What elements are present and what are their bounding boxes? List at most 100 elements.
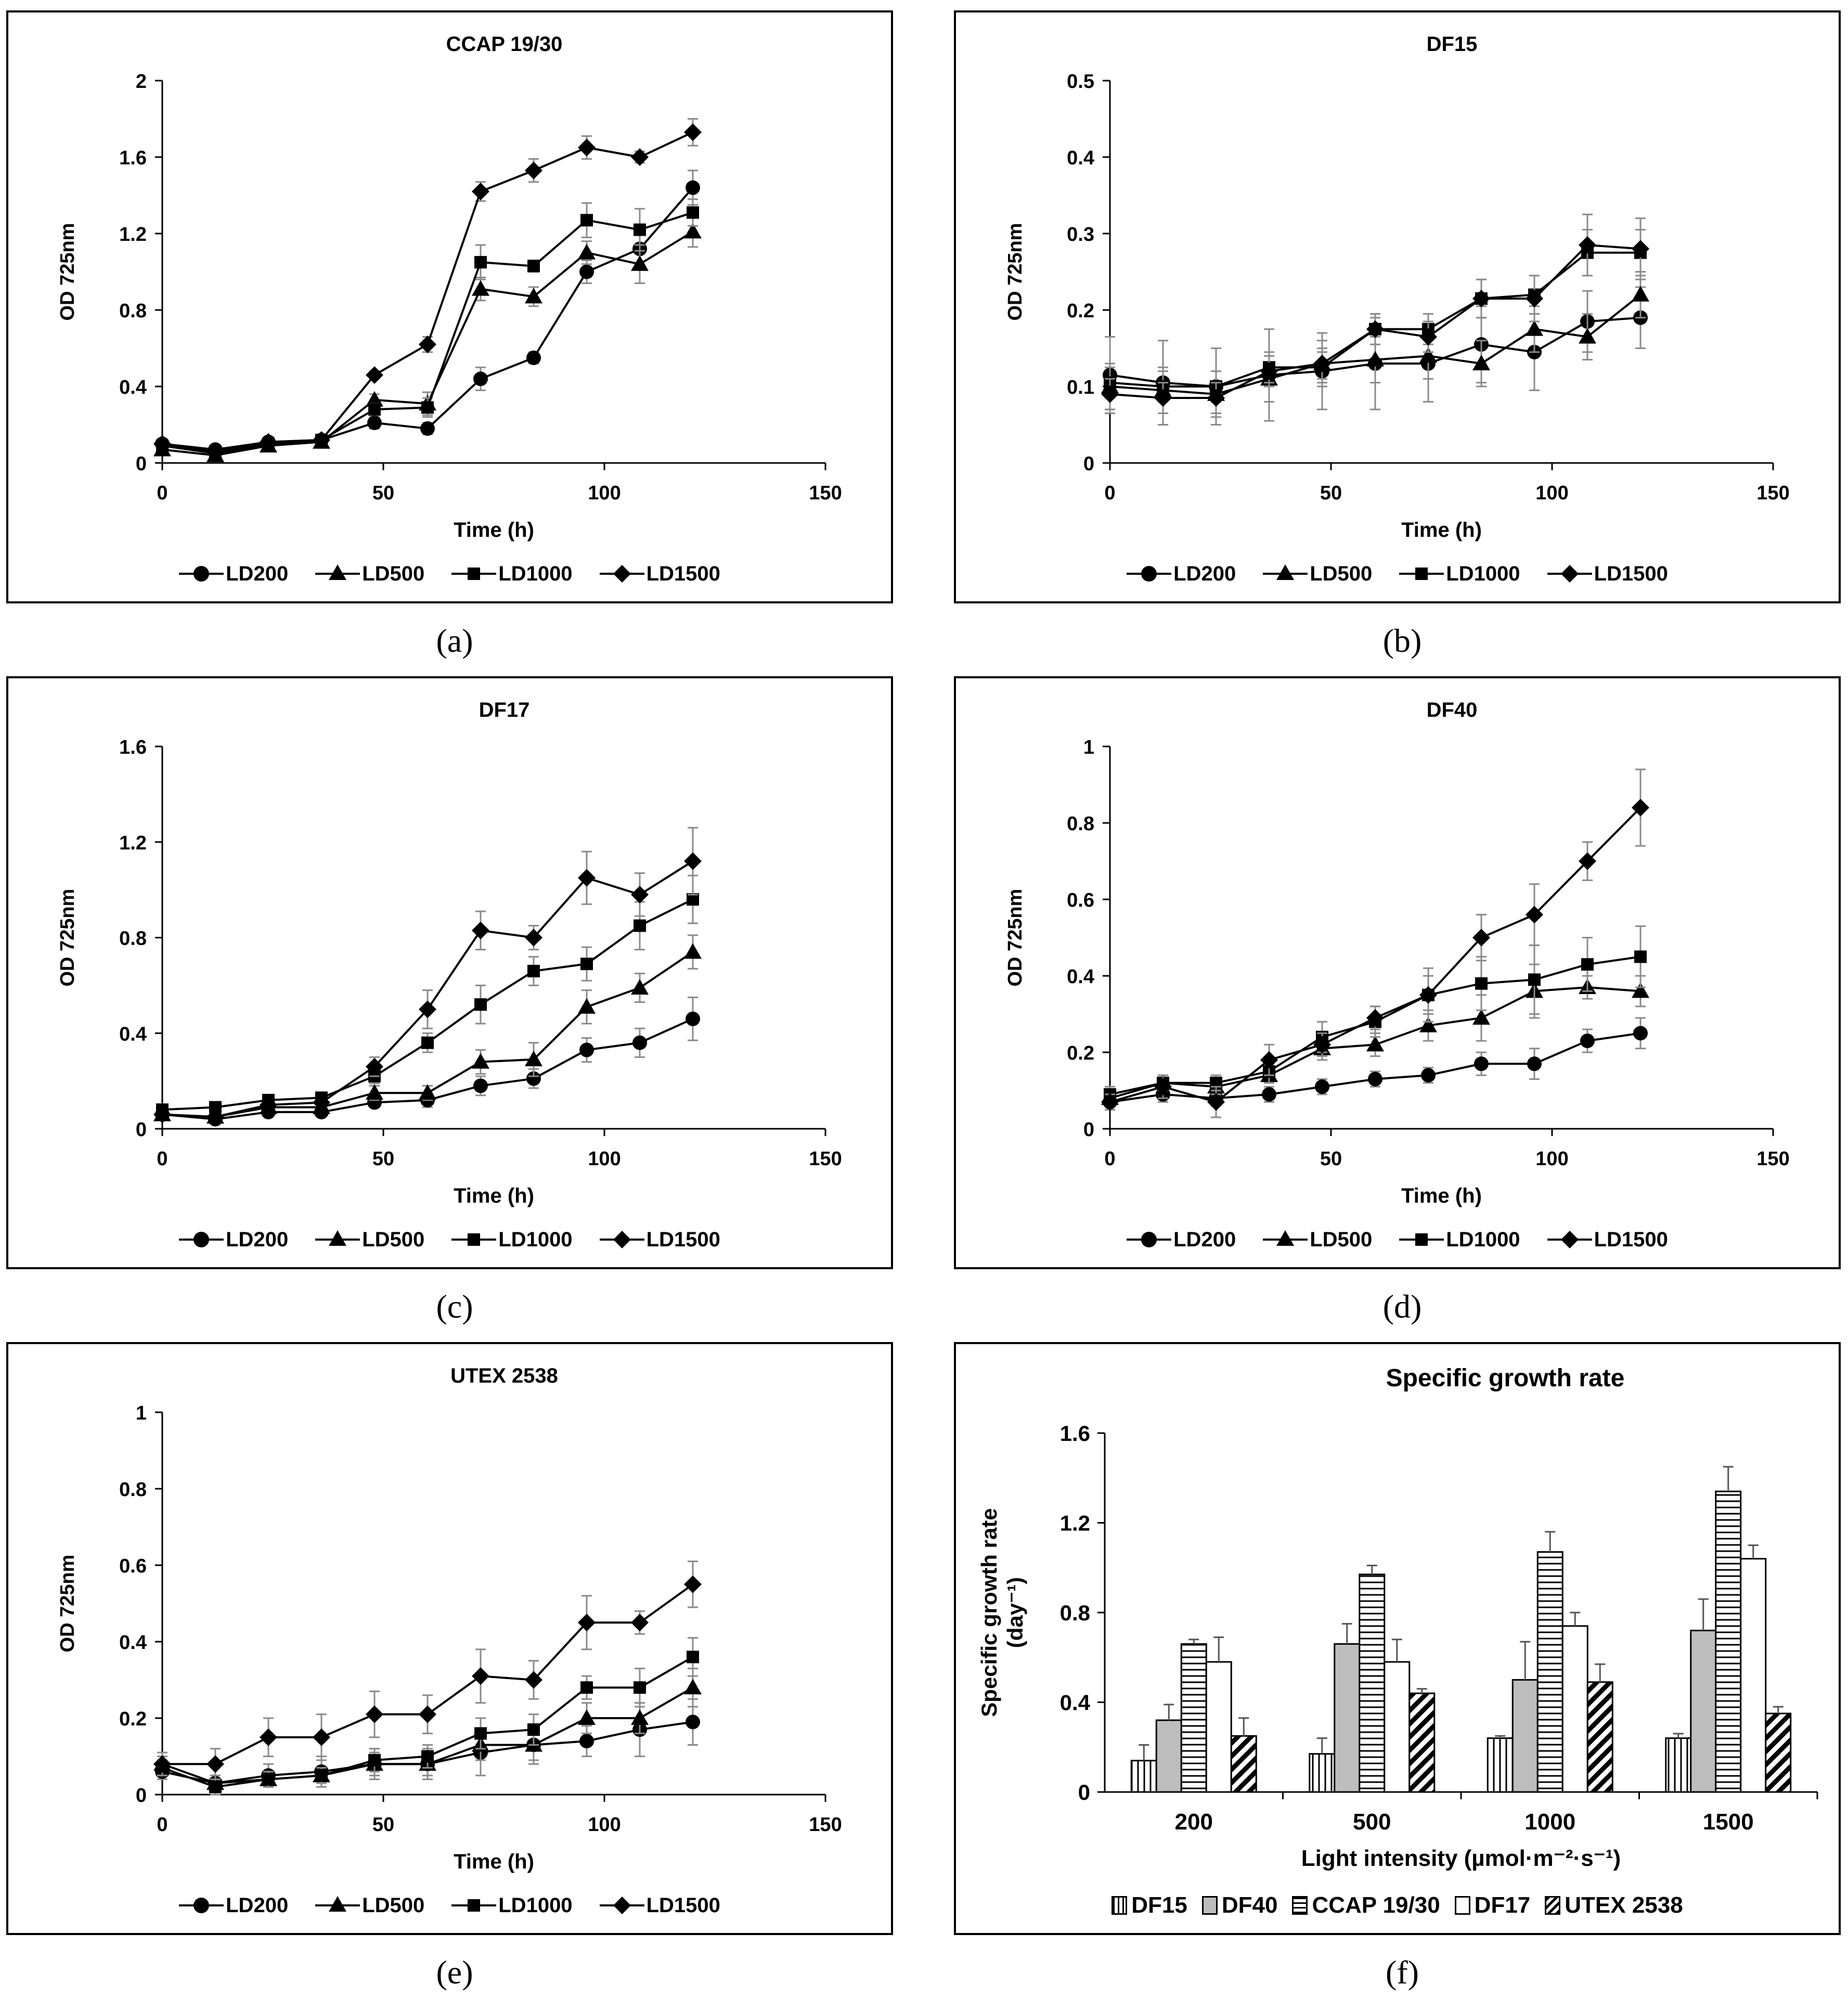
data-point xyxy=(1366,351,1384,367)
legend-label: LD500 xyxy=(1310,1228,1373,1251)
data-point xyxy=(366,391,383,407)
diamond-marker-icon xyxy=(1560,565,1579,583)
data-point xyxy=(1632,286,1649,302)
chart-title: DF40 xyxy=(1427,699,1478,721)
data-point xyxy=(420,421,435,436)
data-point xyxy=(1579,852,1596,870)
data-point xyxy=(684,1679,702,1695)
bar xyxy=(1665,1737,1692,1793)
x-tick-label: 0 xyxy=(1104,1148,1115,1170)
legend-line xyxy=(1263,1230,1308,1246)
legend-line xyxy=(599,565,644,583)
data-point xyxy=(525,1050,542,1066)
data-point xyxy=(1526,320,1543,336)
chart-frame-e xyxy=(6,1342,893,1935)
y-axis-label: OD 725nm xyxy=(1004,889,1026,987)
triangle-marker-icon xyxy=(1276,564,1295,580)
x-axis-label: Time (h) xyxy=(1401,1184,1482,1207)
bar xyxy=(1180,1643,1207,1793)
data-point xyxy=(579,1042,594,1058)
data-point xyxy=(419,336,436,354)
data-point xyxy=(472,921,489,939)
legend-label: LD200 xyxy=(226,1893,289,1917)
bar xyxy=(1408,1692,1436,1793)
data-point xyxy=(526,350,541,365)
legend-line xyxy=(1399,568,1444,580)
data-point xyxy=(1526,289,1543,307)
series-line xyxy=(162,860,694,1118)
data-point xyxy=(525,1671,542,1689)
y-tick-label: 2 xyxy=(136,71,147,93)
y-tick-label: 0 xyxy=(1078,1780,1090,1804)
data-point xyxy=(579,1734,594,1749)
x-tick-label: 50 xyxy=(1320,482,1342,504)
legend-label: LD1000 xyxy=(498,562,573,585)
x-tick-label: 150 xyxy=(809,1148,842,1170)
legend-item: DF17 xyxy=(1454,1892,1530,1918)
y-tick-label: 0.6 xyxy=(119,1555,147,1577)
legend-line xyxy=(315,564,360,580)
chart-title: CCAP 19/30 xyxy=(446,33,563,56)
bar xyxy=(1536,1551,1563,1793)
line-chart-a: CCAP 19/30 OD 725nm Time (h) 0 0.4 0.8 1.2 1.6 2… xyxy=(57,33,842,542)
legend-d: LD200 LD500 LD1000 LD1500 xyxy=(954,1222,1841,1252)
series-ld1500 xyxy=(1101,213,1649,414)
data-point xyxy=(1154,1078,1172,1096)
series-line xyxy=(162,1583,694,1765)
chart-title: UTEX 2538 xyxy=(450,1364,558,1387)
triangle-marker-icon xyxy=(329,1230,347,1246)
data-point xyxy=(527,964,540,977)
data-point xyxy=(474,1727,487,1740)
legend-item: LD200 xyxy=(179,562,288,586)
line-chart-d: DF40 OD 725nm Time (h) 0 0.2 0.4 0.6 0.8 1 0 50 100… xyxy=(1004,699,1790,1207)
data-point xyxy=(1472,289,1490,307)
x-tick-label: 1000 xyxy=(1524,1809,1575,1835)
data-point xyxy=(153,1755,171,1773)
data-point xyxy=(527,1723,540,1736)
chart-panel-e: UTEX 2538 OD 725nm Time (h) 0 0.2 0.4 0.6 0.8 1 0… xyxy=(6,1342,893,2008)
legend-item: LD500 xyxy=(315,1228,424,1252)
x-tick-label: 0 xyxy=(157,482,167,504)
data-point xyxy=(525,161,542,179)
legend-swatch xyxy=(1545,1896,1561,1915)
data-point xyxy=(1419,1016,1437,1033)
legend-item: DF15 xyxy=(1112,1892,1187,1918)
y-tick-label: 0.1 xyxy=(1067,377,1094,398)
legend-label: LD200 xyxy=(1173,562,1236,585)
y-tick-label: 0.2 xyxy=(1067,300,1094,322)
legend-line xyxy=(1547,1231,1592,1248)
triangle-marker-icon xyxy=(1276,1230,1295,1246)
data-point xyxy=(687,1651,699,1664)
legend-item: LD500 xyxy=(1263,1228,1372,1252)
data-point xyxy=(1472,354,1490,370)
bar xyxy=(1487,1737,1514,1793)
data-point xyxy=(1580,1033,1595,1048)
data-point xyxy=(206,1755,224,1773)
y-tick-label: 0.2 xyxy=(1067,1042,1094,1064)
data-point xyxy=(580,214,593,227)
legend-label: LD500 xyxy=(362,1893,425,1917)
legend-e: LD200 LD500 LD1000 LD1500 xyxy=(6,1888,893,1917)
data-point xyxy=(684,123,702,141)
data-point xyxy=(1419,328,1437,346)
data-point xyxy=(579,264,594,279)
legend-item: LD200 xyxy=(179,1228,288,1252)
data-point xyxy=(315,1769,328,1782)
legend-item: LD1000 xyxy=(1399,1228,1520,1252)
legend-item: CCAP 19/30 xyxy=(1292,1892,1440,1918)
chart-title: Specific growth rate xyxy=(1386,1364,1625,1392)
data-point xyxy=(686,180,700,195)
legend-line xyxy=(179,1232,224,1247)
data-point xyxy=(473,371,488,386)
legend-line xyxy=(315,1896,360,1912)
data-point xyxy=(686,1011,700,1026)
x-tick-label: 500 xyxy=(1353,1809,1391,1835)
y-tick-label: 1.2 xyxy=(1060,1511,1090,1536)
panel-label-d: (d) xyxy=(1382,1288,1422,1325)
chart-panel-f: Specific growth rate Specific growth rate… xyxy=(954,1342,1841,2008)
data-point xyxy=(1366,1036,1384,1052)
data-point xyxy=(474,256,487,269)
data-point xyxy=(1579,328,1596,344)
data-point xyxy=(472,280,489,296)
y-tick-label: 1.6 xyxy=(119,147,147,169)
